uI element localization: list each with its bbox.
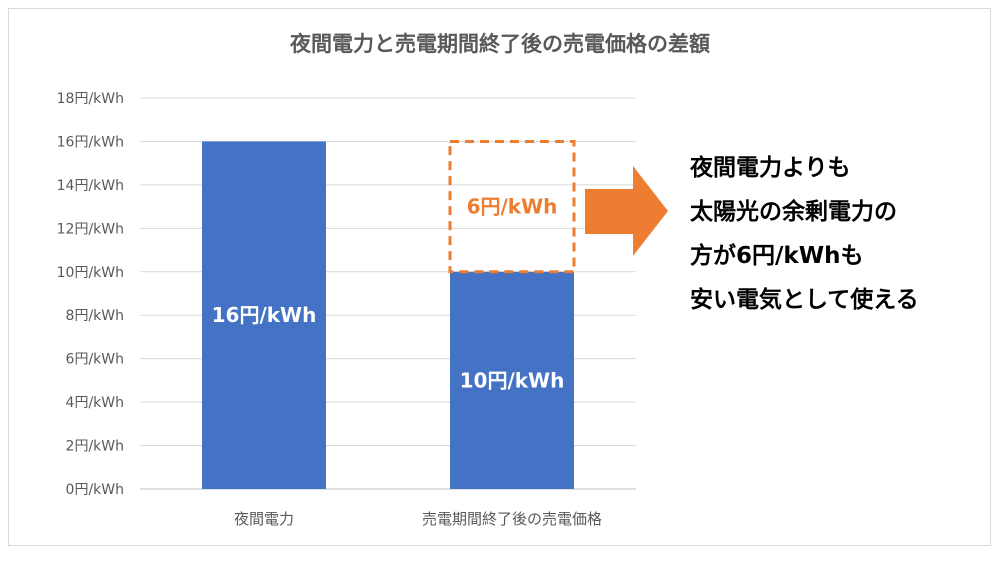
callout-line: 夜間電力よりも: [690, 155, 851, 181]
bar-data-label: 16円/kWh: [212, 303, 317, 327]
chart-frame: [8, 8, 991, 546]
category-label: 夜間電力: [234, 510, 294, 528]
y-tick-label: 16円/kWh: [57, 134, 124, 150]
y-tick-label: 18円/kWh: [57, 91, 124, 107]
y-tick-label: 8円/kWh: [66, 308, 124, 324]
callout-line: 方が6円/kWhも: [690, 243, 864, 269]
y-tick-label: 0円/kWh: [66, 482, 124, 498]
bar: [450, 271, 574, 489]
right-arrow-icon: [585, 166, 668, 256]
callout-arrow: [585, 166, 668, 256]
y-tick-label: 14円/kWh: [57, 178, 124, 194]
x-axis-categories: 夜間電力 売電期間終了後の売電価格: [234, 510, 602, 528]
callout-text: 夜間電力よりも 太陽光の余剰電力の 方が6円/kWhも 安い電気として使える: [690, 146, 990, 322]
bar-data-label: 10円/kWh: [460, 368, 565, 392]
y-tick-label: 6円/kWh: [66, 352, 124, 368]
y-axis-ticks: 0円/kWh 2円/kWh 4円/kWh 6円/kWh 8円/kWh 10円/kWh 12円…: [57, 91, 124, 498]
category-label: 売電期間終了後の売電価格: [422, 510, 602, 528]
chart-title: 夜間電力と売電期間終了後の売電価格の差額: [290, 32, 710, 56]
bars: 16円/kWh 10円/kWh 6円/kWh: [202, 139, 576, 489]
y-tick-label: 12円/kWh: [57, 221, 124, 237]
bar: [202, 141, 326, 489]
difference-box: [448, 139, 576, 274]
y-tick-label: 4円/kWh: [66, 395, 124, 411]
difference-label: 6円/kWh: [467, 195, 558, 219]
callout-line: 太陽光の余剰電力の: [690, 199, 897, 225]
y-tick-label: 2円/kWh: [66, 439, 124, 455]
callout-line: 安い電気として使える: [690, 287, 919, 313]
y-tick-label: 10円/kWh: [57, 265, 124, 281]
